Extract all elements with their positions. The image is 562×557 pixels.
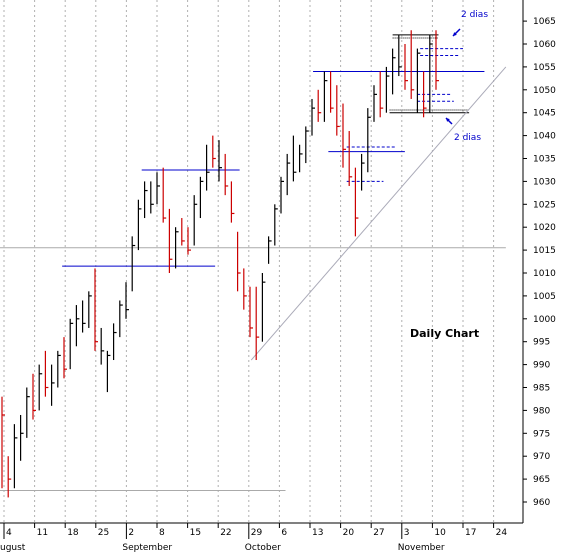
- x-tick-label: 18: [67, 528, 79, 538]
- x-tick-label: 27: [373, 528, 384, 538]
- x-tick-label: 2: [128, 528, 134, 538]
- y-tick-label: 1065: [533, 17, 556, 27]
- y-tick-label: 1015: [533, 246, 556, 256]
- y-tick-label: 1040: [533, 132, 556, 142]
- y-tick-label: 985: [533, 384, 550, 394]
- y-tick-label: 1000: [533, 315, 556, 325]
- x-tick-label: 13: [312, 528, 323, 538]
- x-tick-label: 22: [220, 528, 231, 538]
- y-tick-label: 1005: [533, 292, 556, 302]
- arrow-icon-head: [446, 118, 450, 122]
- y-tick-label: 1045: [533, 109, 556, 119]
- y-tick-label: 1025: [533, 200, 556, 210]
- x-tick-label: 10: [434, 528, 446, 538]
- y-tick-label: 1035: [533, 155, 556, 165]
- month-label: September: [122, 543, 172, 552]
- y-tick-label: 965: [533, 475, 550, 485]
- y-axis: 960 965 970 975 980 985 990 995 1000 1005 1010 1015…: [522, 0, 556, 523]
- y-tick-label: 1020: [533, 223, 556, 233]
- arrow-icon-head: [453, 32, 457, 36]
- y-tick-label: 995: [533, 338, 550, 348]
- y-tick-label: 970: [533, 452, 550, 462]
- chart-title: Daily Chart: [410, 327, 479, 340]
- y-tick-label: 980: [533, 406, 550, 416]
- month-label: ugust: [0, 543, 26, 552]
- x-tick-label: 20: [343, 528, 355, 538]
- x-tick-label: 24: [496, 528, 508, 538]
- y-tick-label: 1055: [533, 63, 556, 73]
- gridlines: [3, 0, 495, 523]
- x-tick-label: 11: [37, 528, 48, 538]
- y-tick-label: 960: [533, 498, 550, 508]
- x-tick-label: 3: [404, 528, 410, 538]
- y-tick-label: 990: [533, 361, 550, 371]
- x-tick-label: 15: [190, 528, 201, 538]
- y-tick-label: 975: [533, 429, 550, 439]
- month-label: October: [245, 543, 281, 552]
- y-tick-label: 1030: [533, 177, 556, 187]
- x-tick-label: 8: [159, 528, 165, 538]
- y-tick-label: 1050: [533, 86, 556, 96]
- y-tick-label: 1010: [533, 269, 556, 279]
- month-label: November: [398, 543, 445, 552]
- x-axis: 4 11 18 25 2 8 15 22 29 6 13 20 27 3 10 17 24 ugust Septem…: [0, 522, 523, 553]
- x-tick-label: 25: [98, 528, 109, 538]
- x-tick-label: 29: [251, 528, 263, 538]
- x-tick-label: 6: [281, 528, 287, 538]
- price-bars: [1, 30, 439, 498]
- trend-line: [250, 66, 507, 361]
- annotation-bottom: 2 dias: [454, 133, 481, 143]
- overlay-lines: [0, 28, 507, 492]
- y-tick-label: 1060: [533, 40, 556, 50]
- x-tick-label: 17: [465, 528, 476, 538]
- x-tick-label: 4: [6, 528, 12, 538]
- annotation-top: 2 dias: [461, 10, 488, 20]
